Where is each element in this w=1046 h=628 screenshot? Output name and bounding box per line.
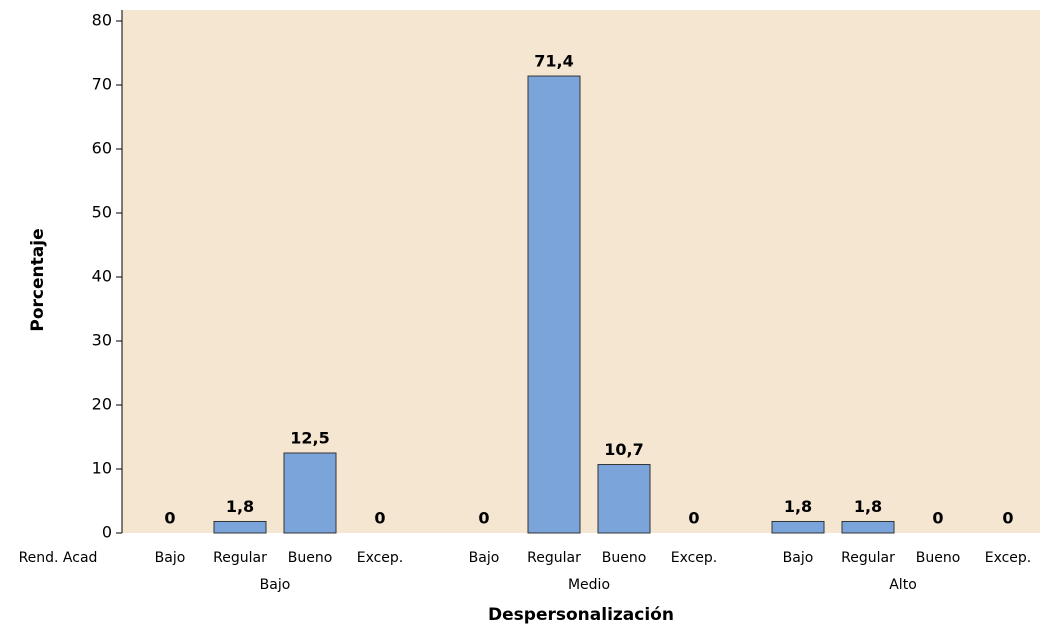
x-tick-label: Bajo — [469, 550, 500, 566]
value-label: 0 — [1002, 509, 1013, 528]
x-tick-label: Bajo — [783, 550, 814, 566]
bar — [771, 520, 825, 534]
bar — [841, 520, 895, 534]
x-tick-label: Regular — [213, 550, 267, 566]
x-tick-label: Excep. — [671, 550, 718, 566]
y-tick-label: 60 — [92, 139, 112, 158]
plot-area — [122, 10, 1040, 533]
x-tick-label: Bajo — [155, 550, 186, 566]
value-label: 1,8 — [784, 497, 812, 516]
x-axis-title: Despersonalización — [488, 605, 674, 625]
value-label: 10,7 — [604, 440, 643, 459]
value-label: 71,4 — [534, 52, 573, 71]
x-tick-label: Bueno — [916, 550, 961, 566]
row-label: Rend. Acad — [19, 550, 98, 566]
x-tick-label: Regular — [841, 550, 895, 566]
group-label: Medio — [568, 577, 610, 593]
y-tick-label: 0 — [102, 523, 112, 542]
value-label: 0 — [688, 509, 699, 528]
bar — [213, 520, 267, 534]
x-tick-label: Excep. — [357, 550, 404, 566]
y-tick-label: 70 — [92, 75, 112, 94]
y-tick-label: 20 — [92, 395, 112, 414]
y-axis-title: Porcentaje — [28, 228, 48, 331]
y-tick-label: 80 — [92, 11, 112, 30]
group-label: Bajo — [260, 577, 291, 593]
x-tick-label: Bueno — [602, 550, 647, 566]
bar — [527, 75, 581, 534]
value-label: 12,5 — [290, 429, 329, 448]
value-label: 0 — [164, 509, 175, 528]
y-tick-label: 30 — [92, 331, 112, 350]
value-label: 0 — [478, 509, 489, 528]
y-tick-label: 10 — [92, 459, 112, 478]
bar — [597, 464, 651, 534]
value-label: 0 — [374, 509, 385, 528]
x-tick-label: Bueno — [288, 550, 333, 566]
value-label: 1,8 — [226, 497, 254, 516]
x-tick-label: Excep. — [985, 550, 1032, 566]
group-label: Alto — [889, 577, 917, 593]
bar — [283, 452, 337, 534]
y-tick-label: 50 — [92, 203, 112, 222]
value-label: 1,8 — [854, 497, 882, 516]
x-tick-label: Regular — [527, 550, 581, 566]
value-label: 0 — [932, 509, 943, 528]
y-tick-label: 40 — [92, 267, 112, 286]
